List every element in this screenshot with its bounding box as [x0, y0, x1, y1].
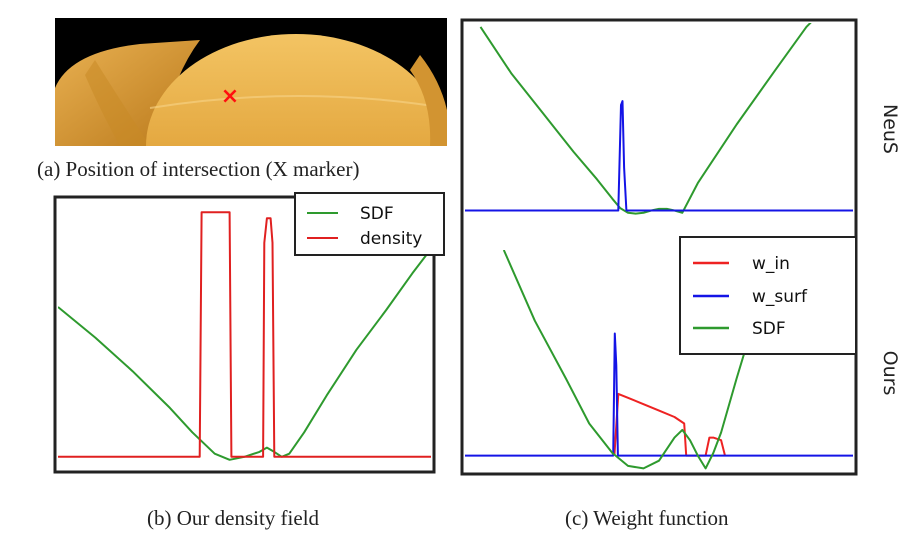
object-dome	[146, 34, 446, 146]
density-legend: SDF density	[294, 192, 445, 256]
legend-label-w-in: w_in	[752, 254, 790, 274]
series-line-density_field-density	[58, 211, 431, 458]
series-line-ours_weight-w-surf	[465, 332, 853, 457]
legend-label-density: density	[360, 229, 422, 249]
caption-c: (c) Weight function	[565, 506, 729, 530]
object-right-wing	[410, 55, 447, 146]
series-line-ours_weight-sdf	[502, 250, 761, 470]
legend-label-sdf: SDF	[360, 204, 394, 224]
weight-chart: w_in w_surf SDF	[460, 18, 858, 476]
series-line-ours_weight-w-in	[613, 392, 726, 457]
series-line-neus_weight-w-surf	[465, 100, 853, 212]
caption-a: (a) Position of intersection (X marker)	[37, 157, 360, 181]
caption-b: (b) Our density field	[147, 506, 320, 530]
density-legend-box	[294, 192, 445, 256]
intersection-marker-icon: ×	[221, 84, 239, 109]
render-photo: ×	[55, 18, 447, 146]
series-line-neus_weight-sdf	[479, 23, 812, 215]
density-chart: SDF density	[53, 192, 445, 474]
weight-legend-box	[679, 236, 857, 355]
weight-legend: w_in w_surf SDF	[679, 236, 857, 355]
legend-label-w-surf: w_surf	[752, 287, 808, 307]
series-line-density_field-sdf	[58, 248, 431, 461]
legend-label-sdf-c: SDF	[752, 319, 786, 339]
